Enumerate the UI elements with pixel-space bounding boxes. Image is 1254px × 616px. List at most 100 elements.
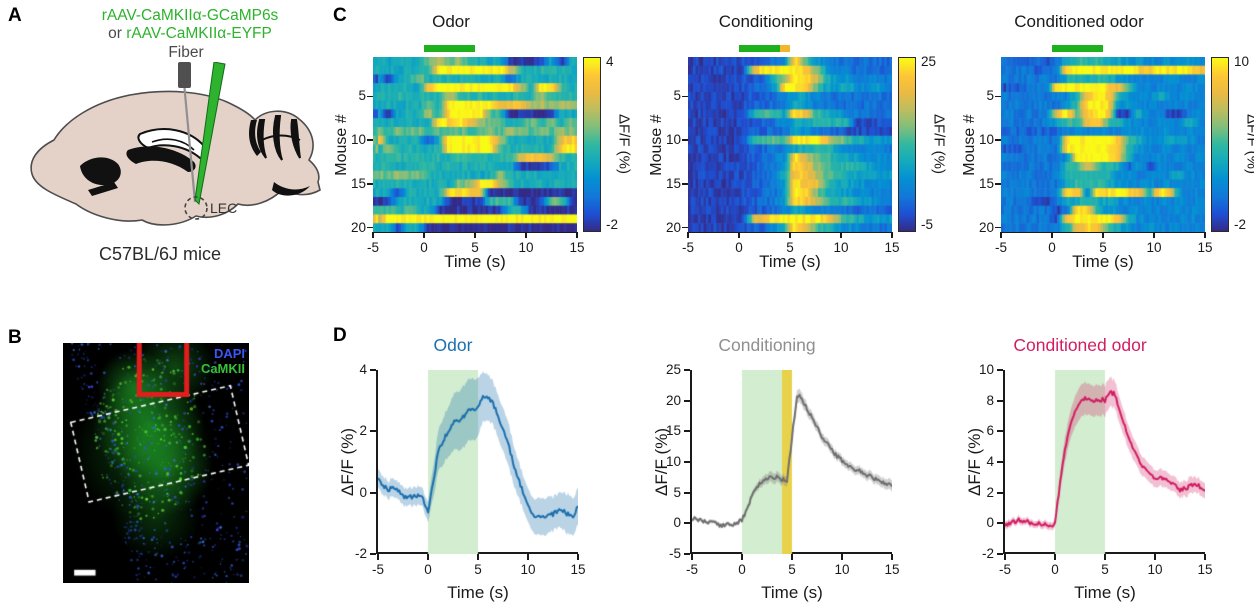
x-tick-mark: [527, 554, 529, 560]
cerebellum-folia-connector: [261, 134, 301, 141]
x-tick-label: 5: [786, 240, 794, 255]
hippocampus-inner-line: [151, 138, 195, 151]
x-tick-label: 10: [1147, 562, 1163, 577]
y-tick-mark: [370, 553, 376, 555]
colorbar: [583, 57, 601, 232]
cerebellum-folia-2: [273, 115, 283, 161]
y-tick-label: 4: [986, 454, 994, 469]
heatmap-title: Conditioning: [718, 12, 814, 31]
x-tick-label: 15: [570, 562, 586, 577]
heatmap-canvas: [688, 57, 892, 232]
y-tick-label: 15: [665, 423, 681, 439]
lec-target-circle: [184, 196, 208, 220]
y-tick-mark: [684, 461, 690, 463]
x-tick-mark: [1004, 554, 1006, 560]
x-tick-label: 15: [1197, 562, 1213, 577]
x-tick-mark: [738, 232, 740, 238]
y-tick-label: -2: [354, 546, 367, 561]
x-tick-label: 10: [520, 562, 536, 577]
y-tick-label: -2: [981, 546, 994, 561]
x-tick-mark: [1204, 554, 1206, 560]
x-tick-mark: [577, 554, 579, 560]
x-tick-mark: [741, 554, 743, 560]
y-tick-label: 2: [359, 423, 367, 439]
x-tick-mark: [1153, 232, 1155, 238]
x-tick-label: 0: [738, 562, 746, 577]
x-tick-label: 5: [474, 562, 482, 577]
y-tick-label: 15: [665, 175, 681, 191]
brainstem-wedge: [272, 182, 310, 196]
stimulus-bar-segment: [424, 45, 475, 52]
x-tick-mark: [576, 232, 578, 238]
colorbar-max-label: 25: [921, 54, 937, 69]
x-tick-mark: [791, 554, 793, 560]
y-tick-mark: [367, 226, 373, 229]
x-tick-label: -5: [994, 240, 1008, 255]
y-tick-mark: [682, 183, 688, 185]
y-tick-mark: [367, 183, 373, 185]
x-tick-mark: [840, 232, 842, 238]
y-tick-label: -5: [668, 546, 681, 561]
heatmap-title: Conditioned odor: [1014, 12, 1144, 31]
heatmap-title: Odor: [432, 12, 470, 31]
stimulus-bar-segment: [779, 45, 790, 52]
y-tick-label: 5: [673, 484, 681, 500]
y-tick-label: 20: [350, 219, 366, 235]
stimulus-bar-segment: [1052, 45, 1103, 52]
fimbria-shape: [126, 146, 196, 172]
x-tick-label: 0: [424, 562, 432, 577]
y-tick-mark: [995, 139, 1001, 141]
y-tick-mark: [995, 183, 1001, 185]
x-axis-label: Time (s): [759, 252, 821, 271]
y-tick-mark: [995, 226, 1001, 229]
x-axis-label: Time (s): [444, 252, 506, 271]
x-tick-label: 0: [420, 240, 428, 255]
x-tick-mark: [377, 554, 379, 560]
lec-label: LEC: [210, 200, 237, 216]
mouse-strain-caption: C57BL/6J mice: [98, 244, 222, 264]
y-tick-mark: [682, 139, 688, 141]
y-tick-mark: [997, 369, 1003, 371]
y-tick-mark: [370, 491, 376, 494]
heatmap-odor: Odor Mouse # Time (s) 4 -2 ΔF/F (%) 5 10 1…: [330, 0, 642, 300]
x-axis-label: Time (s): [1074, 583, 1136, 602]
x-tick-label: -5: [681, 240, 695, 255]
y-tick-mark: [997, 430, 1003, 433]
x-tick-mark: [1154, 554, 1156, 560]
x-tick-label: 5: [1099, 240, 1107, 255]
x-tick-mark: [372, 232, 374, 238]
x-tick-label: -5: [685, 562, 699, 577]
y-tick-label: 25: [665, 362, 681, 377]
x-tick-label: 10: [833, 240, 849, 255]
lineplot-title: Odor: [433, 335, 473, 355]
y-tick-mark: [684, 553, 690, 555]
lineplot-canvas: [378, 370, 578, 554]
y-tick-mark: [370, 430, 376, 433]
colorbar-max-label: 4: [606, 54, 614, 69]
y-tick-label: 2: [986, 484, 994, 500]
colorbar-axis-label: ΔF/F (%): [615, 113, 633, 175]
y-tick-label: 4: [359, 362, 367, 377]
x-tick-label: 0: [1048, 240, 1056, 255]
colorbar-min-label: -2: [1234, 217, 1247, 232]
y-tick-label: 6: [986, 423, 994, 439]
x-tick-mark: [474, 232, 476, 238]
lineplot-canvas: [692, 370, 892, 554]
y-tick-label: 0: [986, 515, 994, 531]
x-tick-mark: [1000, 232, 1002, 238]
x-tick-label: 10: [518, 240, 534, 255]
colorbar-min-label: -2: [606, 217, 619, 232]
colorbar-axis-label: ΔF/F (%): [930, 113, 948, 175]
x-tick-mark: [891, 554, 893, 560]
colorbar-max-label: 10: [1234, 54, 1250, 69]
fluorescence-canvas: [63, 343, 249, 583]
y-tick-mark: [684, 399, 690, 402]
x-tick-mark: [691, 554, 693, 560]
x-tick-mark: [1051, 232, 1053, 238]
injection-pipette: [194, 62, 226, 206]
construct-label-line2: or rAAV-CaMKIIα-EYFP: [108, 25, 272, 43]
lineplot-conditioned-odor: Conditioned odor ΔF/F (%) Time (s) -2 0 2 4…: [962, 320, 1254, 616]
y-tick-label: 20: [978, 219, 994, 235]
lineplot-odor: Odor ΔF/F (%) Time (s) -2 0 2 4 -5 0 5 10 15: [335, 320, 647, 616]
x-tick-mark: [477, 554, 479, 560]
